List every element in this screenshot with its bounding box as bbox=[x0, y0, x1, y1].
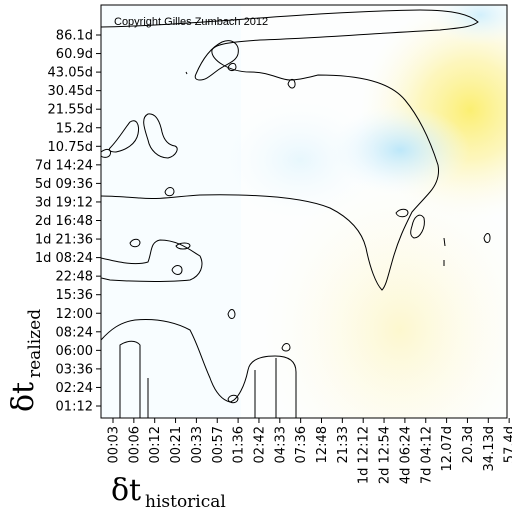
contour-lines bbox=[101, 9, 491, 418]
x-tick-label: 04:33 bbox=[273, 426, 288, 463]
y-tick-label: 1d 21:36 bbox=[35, 233, 93, 248]
y-tick-label: 15.2d bbox=[56, 121, 93, 136]
y-tick-label: 03:36 bbox=[56, 362, 93, 377]
x-axis-title-sub: historical bbox=[145, 492, 226, 512]
heatmap-surface bbox=[101, 5, 507, 418]
y-axis: 01:12 02:24 03:36 06:00 08:24 12:00 15:36 22:48… bbox=[35, 29, 101, 415]
x-axis-title-main: δt bbox=[111, 473, 141, 508]
y-tick-label: 08:24 bbox=[56, 325, 93, 340]
x-tick-label: 01:36 bbox=[232, 426, 247, 463]
x-tick-label: 34.13d bbox=[482, 426, 497, 471]
y-axis-title-main: δt bbox=[6, 382, 41, 412]
x-tick-label: 57.4d bbox=[503, 426, 512, 463]
x-tick-label: 00:06 bbox=[127, 426, 142, 463]
x-axis-title: δt historical bbox=[111, 473, 226, 512]
x-tick-label: 00:03 bbox=[107, 426, 122, 463]
y-tick-label: 30.45d bbox=[48, 84, 93, 99]
x-tick-label: 20.3d bbox=[461, 426, 476, 463]
x-tick-label: 12.07d bbox=[440, 426, 455, 471]
x-tick-label: 00:33 bbox=[190, 426, 205, 463]
x-tick-label: 21:33 bbox=[336, 426, 351, 463]
y-tick-label: 3d 19:12 bbox=[35, 195, 93, 210]
y-tick-label: 7d 14:24 bbox=[35, 158, 93, 173]
x-tick-label: 12:48 bbox=[315, 426, 330, 463]
x-axis: 00:03 00:06 00:12 00:21 00:33 00:57 01:36 02:42… bbox=[107, 418, 512, 484]
y-tick-label: 60.9d bbox=[56, 47, 93, 62]
y-tick-label: 01:12 bbox=[56, 400, 93, 415]
y-tick-label: 5d 09:36 bbox=[35, 177, 93, 192]
x-tick-label: 4d 06:24 bbox=[398, 426, 413, 484]
y-axis-title-sub: realized bbox=[25, 309, 45, 378]
y-tick-label: 06:00 bbox=[56, 344, 93, 359]
x-tick-label: 00:12 bbox=[148, 426, 163, 463]
y-tick-label: 10.75d bbox=[48, 140, 93, 155]
y-tick-label: 02:24 bbox=[56, 381, 93, 396]
x-tick-label: 00:57 bbox=[211, 426, 226, 463]
y-tick-label: 21.55d bbox=[48, 103, 93, 118]
x-tick-label: 2d 12:54 bbox=[378, 426, 393, 484]
y-tick-label: 12:00 bbox=[56, 307, 93, 322]
plot-frame bbox=[100, 4, 508, 419]
y-tick-label: 43.05d bbox=[48, 66, 93, 81]
x-tick-label: 7d 04:12 bbox=[419, 426, 434, 484]
x-tick-label: 1d 12:12 bbox=[357, 426, 372, 484]
y-tick-label: 1d 08:24 bbox=[35, 251, 93, 266]
y-tick-label: 22:48 bbox=[56, 270, 93, 285]
x-tick-label: 02:42 bbox=[252, 426, 267, 463]
x-tick-label: 07:36 bbox=[294, 426, 309, 463]
y-tick-label: 15:36 bbox=[56, 288, 93, 303]
y-tick-label: 2d 16:48 bbox=[35, 214, 93, 229]
copyright-annotation: Copyright Gilles Zumbach 2012 bbox=[114, 16, 268, 28]
y-tick-label: 86.1d bbox=[56, 29, 93, 44]
y-axis-title: δt realized bbox=[6, 309, 45, 412]
x-tick-label: 00:21 bbox=[169, 426, 184, 463]
